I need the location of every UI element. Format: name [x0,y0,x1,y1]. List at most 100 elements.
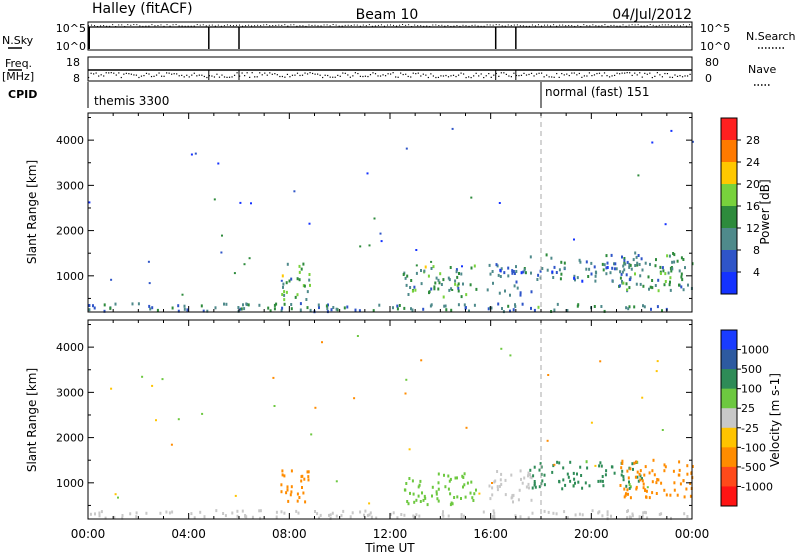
range-cell [456,476,458,480]
nave-dot [105,72,107,74]
nave-dot [460,72,462,74]
range-cell [500,267,503,271]
nave-dot [644,72,646,74]
range-cell [411,289,414,293]
nave-dot [641,76,643,78]
nsearch-dot [625,25,627,27]
range-cell [353,397,356,400]
nsearch-dot [127,24,129,26]
range-cell [437,472,440,476]
nave-dot [183,76,185,78]
nsearch-dot [399,24,401,26]
range-cell [593,265,596,269]
range-cell [654,284,657,287]
range-cell [588,267,591,271]
range-cell [470,266,473,270]
range-cell [104,516,107,520]
range-cell [449,492,452,496]
range-cell [435,276,438,280]
nsearch-dot [390,24,391,26]
nave-dot [286,73,289,76]
range-cell [215,509,218,513]
nave-dot [588,72,591,74]
range-cell [280,510,283,514]
range-cell [148,304,151,308]
range-cell [622,281,625,285]
range-cell [622,264,625,268]
range-cell [438,281,441,285]
nsearch-dot [245,25,247,27]
range-cell [519,291,522,295]
range-cell [598,510,601,514]
nsearch-dot [308,24,310,26]
range-cell [457,289,460,293]
nave-dot [447,76,450,78]
range-cell [623,257,626,260]
range-cell [619,270,622,274]
nsearch-dot [673,25,675,27]
nave-dot [427,76,429,79]
nsearch-dot [525,25,527,27]
nave-dot [319,74,321,76]
range-cell [306,470,309,474]
range-cell [498,484,501,488]
nave-dot [442,75,445,77]
nave-dot [186,74,188,76]
nave-dot [211,75,213,77]
range-cell [530,306,532,310]
nave-dot [266,74,268,76]
nsearch-dot [332,24,334,26]
nsearch-dot [468,25,470,27]
range-cell [403,306,406,310]
nsearch-dot [320,25,322,27]
range-cell [644,488,647,492]
range-cell [435,492,438,496]
range-cell [145,511,148,515]
nsearch-dot [314,24,316,26]
range-cell [550,256,553,260]
range-cell [530,498,533,502]
range-cell [525,485,528,489]
nsearch-dot [377,24,379,26]
range-cell [555,512,558,516]
range-cell [515,265,517,269]
range-cell [135,515,138,519]
range-cell [566,516,569,520]
range-cell [545,253,548,257]
range-cell [623,495,626,499]
velocity-colorbar-swatch [721,388,737,409]
range-cell [615,267,618,271]
range-cell [454,279,457,283]
range-cell [669,266,672,270]
range-cell [245,302,248,306]
range-cell [473,264,476,268]
power-colorbar-swatch [721,184,737,207]
range-cell [491,486,494,490]
range-cell [605,254,608,258]
nsearch-dot [685,25,687,27]
nsearch-dot [541,25,542,27]
nave-dot [674,74,676,76]
nsearch-dot [559,24,561,26]
range-cell [637,479,640,483]
range-cell [605,272,608,276]
range-cell [177,309,180,313]
nave-dot [271,73,273,75]
range-cell [597,479,600,483]
nave-dot [513,72,515,74]
nsearch-dot [347,24,349,26]
x-axis-label: Time UT [364,541,415,554]
range-cell [633,305,636,309]
range-cell [533,308,536,312]
nsearch-dot [178,25,180,27]
nave-dot [654,75,656,77]
range-cell [88,304,91,307]
range-cell [513,284,516,288]
range-cell [628,515,631,519]
nsearch-dot [266,24,268,26]
range-cell [243,307,246,311]
range-cell [664,223,667,226]
range-cell [558,268,561,272]
range-cell [678,269,681,273]
range-cell [625,484,628,488]
